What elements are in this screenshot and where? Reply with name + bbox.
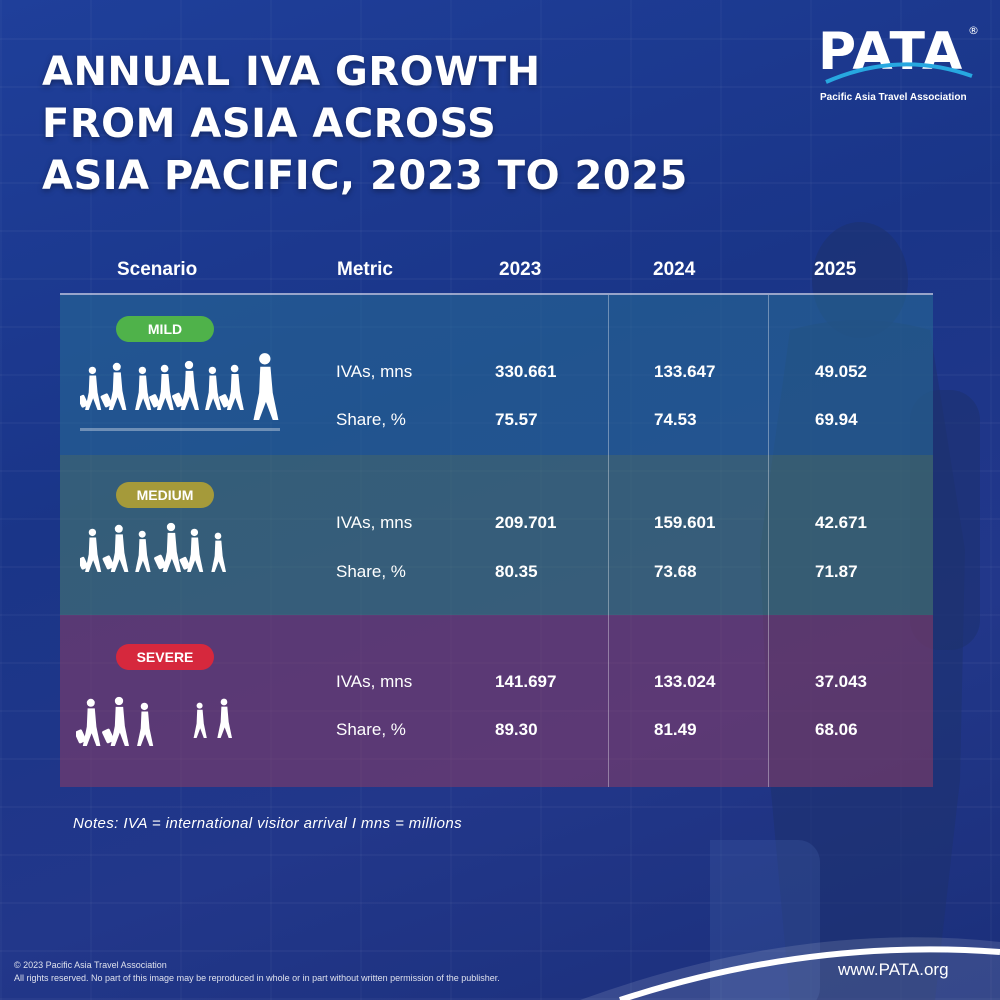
col-header-2025: 2025 [814, 259, 857, 280]
metric-medium-share: Share, % [336, 562, 406, 581]
metric-severe-ivas: IVAs, mns [336, 672, 413, 691]
notes: Notes: IVA = international visitor arriv… [73, 815, 463, 832]
title-line-1: ANNUAL IVA GROWTH [42, 49, 541, 95]
cell-mild-ivas-2023: 330.661 [495, 362, 557, 381]
cell-medium-ivas-2025: 42.671 [815, 513, 867, 532]
metric-medium-ivas: IVAs, mns [336, 513, 413, 532]
cell-severe-share-2023: 89.30 [495, 720, 538, 739]
header-divider [60, 293, 933, 295]
pata-logo: PATA ® Pacific Asia Travel Association [818, 22, 983, 108]
copyright-line-1: © 2023 Pacific Asia Travel Association [14, 960, 167, 970]
cell-severe-share-2024: 81.49 [654, 720, 697, 739]
column-divider-2025 [768, 295, 769, 787]
title-line-3: ASIA PACIFIC, 2023 TO 2025 [42, 153, 688, 199]
travelers-icon-severe [76, 696, 232, 746]
title-line-2: FROM ASIA ACROSS [42, 101, 497, 147]
scenario-label-mild: MILD [116, 316, 214, 342]
col-header-metric: Metric [337, 259, 393, 280]
cell-medium-ivas-2024: 159.601 [654, 513, 716, 532]
cell-mild-share-2023: 75.57 [495, 410, 538, 429]
cell-severe-share-2025: 68.06 [815, 720, 858, 739]
metric-severe-share: Share, % [336, 720, 406, 739]
cell-severe-ivas-2024: 133.024 [654, 672, 716, 691]
cell-severe-ivas-2025: 37.043 [815, 672, 867, 691]
logo-swoosh-icon [825, 62, 973, 84]
logo-word: PATA [818, 22, 964, 82]
chart-title: ANNUAL IVA GROWTH FROM ASIA ACROSS ASIA … [42, 46, 688, 202]
metric-mild-share: Share, % [336, 410, 406, 429]
col-header-2023: 2023 [499, 259, 542, 280]
website-link[interactable]: www.PATA.org [838, 960, 949, 979]
cell-medium-share-2024: 73.68 [654, 562, 697, 581]
cell-medium-ivas-2023: 209.701 [495, 513, 557, 532]
cell-mild-share-2024: 74.53 [654, 410, 697, 429]
logo-subtitle: Pacific Asia Travel Association [820, 92, 967, 103]
scenario-label-medium: MEDIUM [116, 482, 214, 508]
column-divider-2024 [608, 295, 609, 787]
band-severe [60, 615, 933, 787]
footer-swoosh-icon [580, 937, 1000, 1000]
col-header-2024: 2024 [653, 259, 696, 280]
copyright-line-2: All rights reserved. No part of this ima… [14, 973, 500, 983]
cell-severe-ivas-2023: 141.697 [495, 672, 557, 691]
cell-mild-ivas-2025: 49.052 [815, 362, 867, 381]
logo-registered-mark: ® [968, 24, 979, 37]
travelers-icon-medium [80, 522, 226, 572]
metric-mild-ivas: IVAs, mns [336, 362, 413, 381]
col-header-scenario: Scenario [117, 259, 198, 280]
copyright: © 2023 Pacific Asia Travel Association A… [14, 959, 500, 985]
band-medium [60, 455, 933, 615]
travelers-icon-mild [80, 353, 280, 431]
cell-mild-share-2025: 69.94 [815, 410, 858, 429]
scenario-label-severe: SEVERE [116, 644, 214, 670]
cell-medium-share-2023: 80.35 [495, 562, 538, 581]
cell-medium-share-2025: 71.87 [815, 562, 858, 581]
cell-mild-ivas-2024: 133.647 [654, 362, 716, 381]
